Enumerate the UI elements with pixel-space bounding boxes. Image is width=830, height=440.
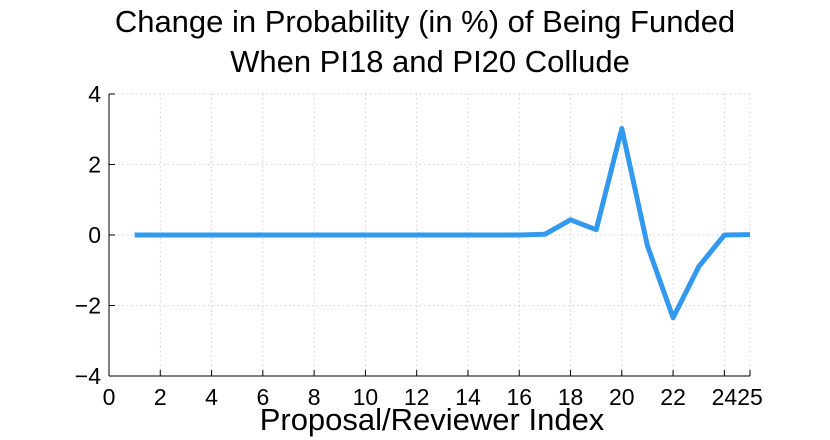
x-tick-label: 12 bbox=[404, 384, 430, 410]
chart-title-line-2: When PI18 and PI20 Collude bbox=[230, 44, 630, 79]
x-tick-label: 22 bbox=[660, 384, 686, 410]
y-tick-label: −2 bbox=[75, 293, 101, 319]
y-tick-label: −4 bbox=[75, 363, 101, 389]
y-tick-label: 0 bbox=[88, 222, 101, 248]
y-tick-label: 4 bbox=[88, 81, 101, 107]
x-tick-label: 24 bbox=[712, 384, 738, 410]
y-tick-label: 2 bbox=[88, 152, 101, 178]
series-line bbox=[134, 126, 751, 321]
x-tick-label: 0 bbox=[103, 384, 116, 410]
chart-title-line-1: Change in Probability (in %) of Being Fu… bbox=[115, 4, 735, 39]
series-group bbox=[134, 126, 751, 321]
x-tick-label: 10 bbox=[353, 384, 379, 410]
x-tick-label: 16 bbox=[506, 384, 532, 410]
x-tick-label: 14 bbox=[455, 384, 481, 410]
x-tick-label: 4 bbox=[205, 384, 218, 410]
x-tick-label: 6 bbox=[256, 384, 269, 410]
x-tick-label: 25 bbox=[737, 384, 763, 410]
x-tick-label: 8 bbox=[308, 384, 321, 410]
x-tick-label: 18 bbox=[558, 384, 584, 410]
x-axis-label: Proposal/Reviewer Index bbox=[260, 402, 605, 437]
x-tick-label: 20 bbox=[609, 384, 635, 410]
x-tick-label: 2 bbox=[154, 384, 167, 410]
